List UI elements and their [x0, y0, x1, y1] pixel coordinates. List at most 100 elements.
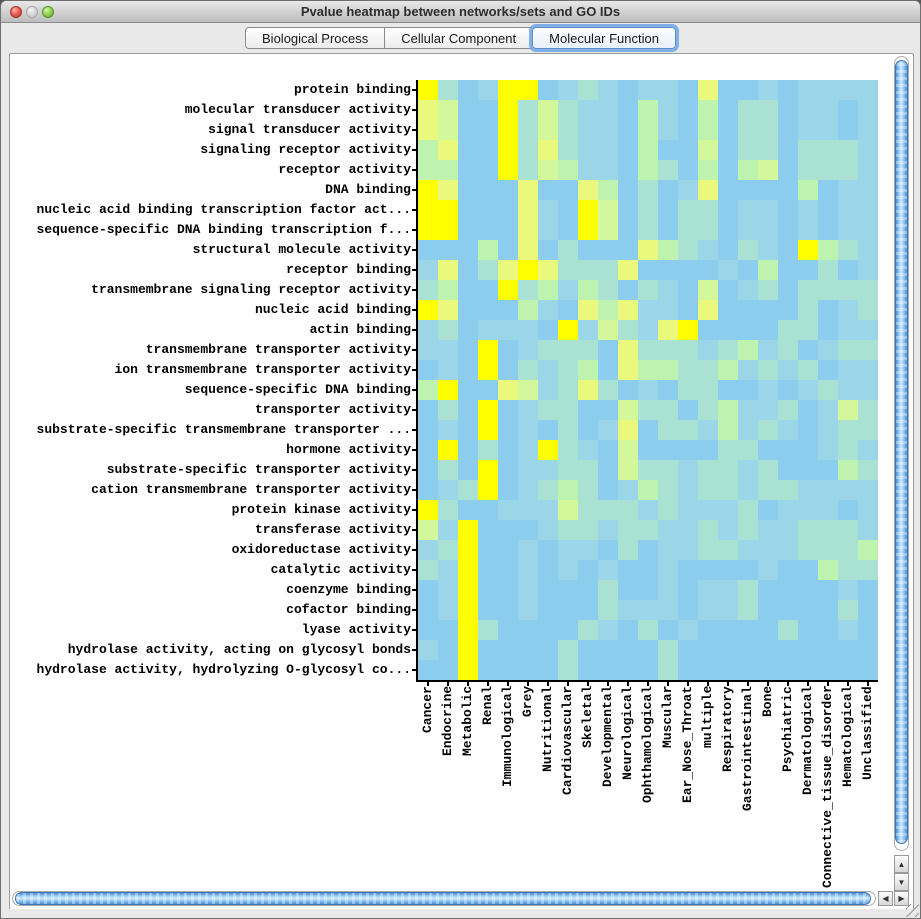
heatmap-cell [638, 200, 658, 220]
heatmap-row-label: ion transmembrane transporter activity [114, 362, 411, 377]
heatmap-cell [458, 440, 478, 460]
heatmap-cell [718, 300, 738, 320]
close-button-icon[interactable] [10, 6, 22, 18]
horizontal-scrollbar-thumb[interactable] [15, 892, 871, 905]
heatmap-cell [558, 300, 578, 320]
heatmap-cell [698, 340, 718, 360]
scroll-up-button[interactable]: ▲ [894, 855, 909, 873]
heatmap-row-label: transmembrane signaling receptor activit… [91, 282, 411, 297]
heatmap-cell [738, 260, 758, 280]
heatmap-row-label: nucleic acid binding transcription facto… [36, 202, 411, 217]
heatmap-cell [478, 380, 498, 400]
heatmap-cell [598, 380, 618, 400]
heatmap-cell [618, 420, 638, 440]
heatmap-cell [798, 240, 818, 260]
heatmap-cell [458, 420, 478, 440]
heatmap-cell [518, 300, 538, 320]
heatmap-cell [598, 560, 618, 580]
heatmap-cell [518, 200, 538, 220]
heatmap-cell [698, 540, 718, 560]
heatmap-cell [598, 80, 618, 100]
heatmap-cell [478, 560, 498, 580]
heatmap-cell [738, 620, 758, 640]
heatmap-cell [798, 360, 818, 380]
heatmap-cell [478, 640, 498, 660]
heatmap-cell [438, 200, 458, 220]
heatmap-cell [598, 260, 618, 280]
heatmap-row-label: catalytic activity [270, 562, 411, 577]
vertical-scrollbar-thumb[interactable] [895, 60, 908, 844]
heatmap-cell [418, 600, 438, 620]
heatmap-cell [678, 300, 698, 320]
heatmap-cell [858, 400, 878, 420]
scroll-down-button[interactable]: ▼ [894, 873, 909, 891]
x-axis-tick [467, 682, 469, 686]
heatmap-cell [438, 480, 458, 500]
heatmap-cell [618, 80, 638, 100]
heatmap-cell [438, 500, 458, 520]
heatmap-cell [518, 540, 538, 560]
heatmap-cell [718, 460, 738, 480]
heatmap-cell [518, 560, 538, 580]
heatmap-cell [678, 360, 698, 380]
heatmap-cell [538, 380, 558, 400]
scroll-right-button[interactable]: ▶ [894, 891, 909, 906]
scroll-left-button[interactable]: ◀ [878, 891, 893, 906]
heatmap-cell [678, 220, 698, 240]
heatmap-cell [578, 420, 598, 440]
heatmap-cell [498, 420, 518, 440]
heatmap-cell [598, 120, 618, 140]
heatmap-row-label: substrate-specific transporter activity [106, 462, 411, 477]
horizontal-scrollbar[interactable] [12, 891, 876, 906]
heatmap-cell [478, 500, 498, 520]
heatmap-cell [478, 460, 498, 480]
heatmap-cell [658, 360, 678, 380]
heatmap-cell [658, 240, 678, 260]
heatmap-cell [478, 240, 498, 260]
heatmap-cell [618, 240, 638, 260]
title-bar[interactable]: Pvalue heatmap between networks/sets and… [1, 1, 920, 23]
heatmap-row-label: hydrolase activity, hydrolyzing O-glycos… [36, 662, 411, 677]
heatmap-cell [858, 240, 878, 260]
heatmap-cell [618, 280, 638, 300]
heatmap-row-label: cation transmembrane transporter activit… [91, 482, 411, 497]
y-axis-tick [412, 149, 416, 151]
heatmap-cell [698, 100, 718, 120]
heatmap-cell [538, 560, 558, 580]
heatmap-cell [858, 500, 878, 520]
heatmap-cell [738, 120, 758, 140]
heatmap-cell [498, 600, 518, 620]
heatmap-cell [838, 220, 858, 240]
heatmap-cell [818, 100, 838, 120]
heatmap-cell [558, 400, 578, 420]
heatmap-cell [818, 660, 838, 680]
heatmap-cell [818, 640, 838, 660]
heatmap-cell [858, 300, 878, 320]
heatmap-cell [418, 100, 438, 120]
heatmap-cell [558, 160, 578, 180]
heatmap-cell [418, 420, 438, 440]
heatmap-cell [738, 360, 758, 380]
heatmap-cell [518, 480, 538, 500]
tab-cellular-component[interactable]: Cellular Component [384, 27, 533, 49]
y-axis-tick [412, 429, 416, 431]
heatmap-cell [598, 440, 618, 460]
y-axis-tick [412, 489, 416, 491]
heatmap-cell [758, 360, 778, 380]
heatmap-cell [858, 380, 878, 400]
heatmap-cell [778, 660, 798, 680]
zoom-button-icon[interactable] [42, 6, 54, 18]
heatmap-cell [758, 460, 778, 480]
y-axis-tick [412, 369, 416, 371]
minimize-button-icon[interactable] [26, 6, 38, 18]
heatmap-cell [778, 100, 798, 120]
heatmap-cell [658, 620, 678, 640]
heatmap-column-label: Immunological [500, 686, 515, 788]
heatmap-cell [518, 240, 538, 260]
heatmap-row-label: oxidoreductase activity [231, 542, 411, 557]
tab-molecular-function[interactable]: Molecular Function [532, 27, 676, 49]
tab-biological-process[interactable]: Biological Process [245, 27, 385, 49]
resize-grip[interactable] [906, 904, 919, 917]
heatmap-cell [758, 80, 778, 100]
vertical-scrollbar[interactable] [894, 56, 909, 851]
